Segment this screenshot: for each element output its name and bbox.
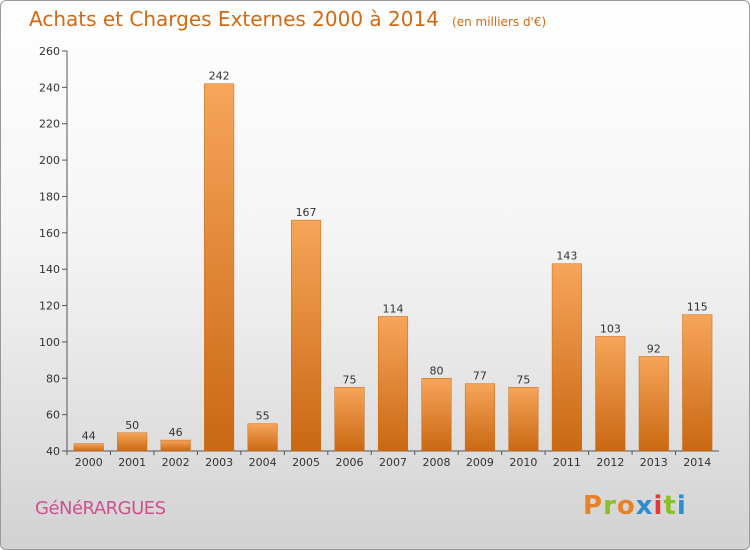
x-axis: 2000 2001 2002 2003 2004 2005 2006 2007 2008 2009… (66, 450, 719, 469)
bar (204, 83, 235, 452)
data-label: 114 (383, 302, 404, 315)
data-label: 167 (296, 206, 317, 219)
y-tick-label: 140 (39, 263, 60, 276)
y-tick-label: 260 (39, 45, 60, 58)
bar (551, 263, 582, 452)
x-tick-label: 2013 (640, 456, 668, 469)
y-tick-label: 60 (46, 409, 60, 422)
title-row: Achats et Charges Externes 2000 à 2014 (… (29, 7, 546, 31)
chart-title: Achats et Charges Externes 2000 à 2014 (29, 7, 439, 31)
bar (464, 383, 495, 452)
x-tick-label: 2011 (553, 456, 581, 469)
data-label: 80 (429, 364, 443, 377)
bar (334, 387, 365, 452)
data-label: 103 (600, 322, 621, 335)
x-tick-label: 2000 (75, 456, 103, 469)
y-tick-label: 180 (39, 190, 60, 203)
brand-letter: o (616, 491, 636, 521)
x-tick-label: 2010 (509, 456, 537, 469)
bar (247, 423, 278, 452)
brand-letter: t (663, 491, 677, 521)
bar (638, 356, 669, 452)
x-tick-label: 2009 (466, 456, 494, 469)
data-label: 75 (516, 373, 530, 386)
data-label: 46 (169, 426, 183, 439)
data-label: 115 (687, 301, 708, 314)
x-tick-label: 2001 (118, 456, 146, 469)
brand-letter: i (676, 491, 687, 521)
data-label: 75 (343, 373, 357, 386)
bar (377, 316, 409, 452)
y-tick-label: 220 (39, 118, 60, 131)
data-label: 77 (473, 370, 487, 383)
bar (291, 219, 322, 452)
y-tick-label: 120 (39, 300, 60, 313)
brand-letter: P (583, 491, 604, 521)
data-label: 92 (647, 342, 661, 355)
chart-subtitle: (en milliers d'€) (452, 15, 547, 29)
y-tick-label: 240 (39, 81, 60, 94)
data-label: 55 (256, 410, 270, 423)
y-tick-label: 100 (39, 336, 60, 349)
brand-letter: x (635, 491, 654, 521)
data-label: 143 (556, 250, 577, 263)
bars (73, 83, 713, 452)
x-tick-label: 2012 (596, 456, 624, 469)
data-label: 50 (125, 419, 139, 432)
town-name: GéNéRARGUES (35, 498, 166, 519)
y-tick-label: 160 (39, 227, 60, 240)
x-tick-label: 2003 (205, 456, 233, 469)
data-label: 242 (209, 70, 230, 83)
y-tick-label: 40 (46, 445, 60, 458)
x-tick-label: 2006 (336, 456, 364, 469)
bar (508, 387, 539, 452)
x-tick-label: 2014 (683, 456, 711, 469)
bar (595, 336, 626, 452)
x-tick-label: 2004 (249, 456, 277, 469)
x-tick-label: 2005 (292, 456, 320, 469)
y-axis: 40 60 80 100 120 140 160 180 200 220 240 260 (39, 45, 68, 458)
bar (421, 378, 452, 452)
x-tick-label: 2008 (422, 456, 450, 469)
bar (160, 439, 191, 452)
y-tick-label: 80 (46, 372, 60, 385)
x-tick-label: 2007 (379, 456, 407, 469)
brand-letter: r (603, 491, 617, 521)
data-labels: 44 50 46 242 55 167 75 114 80 77 75 143 103 92 115 (82, 70, 708, 443)
y-tick-label: 200 (39, 154, 60, 167)
data-label: 44 (82, 430, 96, 443)
brand-letter: i (653, 491, 664, 521)
bar (117, 432, 148, 452)
bar (73, 443, 104, 452)
bar (682, 314, 713, 452)
x-tick-label: 2002 (162, 456, 190, 469)
brand-logo: Proxiti (583, 491, 687, 521)
